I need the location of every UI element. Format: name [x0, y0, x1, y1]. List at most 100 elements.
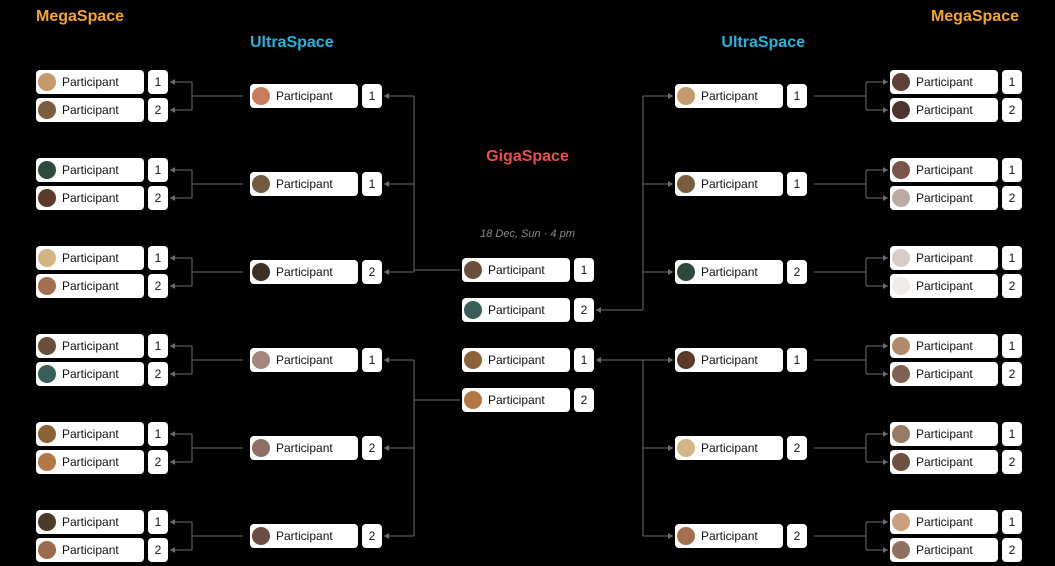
participant[interactable]: Participant2 [250, 436, 382, 460]
participant[interactable]: Participant2 [250, 524, 382, 548]
participant-name: Participant [701, 353, 758, 367]
participant-name: Participant [276, 265, 333, 279]
participant-name: Participant [916, 455, 973, 469]
tournament-bracket: MegaSpace MegaSpace UltraSpace UltraSpac… [0, 0, 1055, 566]
participant-chip: Participant [250, 84, 358, 108]
participant[interactable]: Participant 2 [36, 98, 168, 122]
participant-chip: Participant [462, 258, 570, 282]
avatar [464, 391, 482, 409]
participant[interactable]: Participant1 [675, 348, 807, 372]
avatar [38, 249, 56, 267]
participant[interactable]: Participant1 [890, 510, 1022, 534]
avatar [892, 73, 910, 91]
participant-score: 2 [787, 524, 807, 548]
participant-name: Participant [62, 191, 119, 205]
participant-score: 2 [1002, 450, 1022, 474]
participant-chip: Participant [36, 334, 144, 358]
participant[interactable]: Participant2 [250, 260, 382, 284]
participant-chip: Participant [36, 70, 144, 94]
participant-chip: Participant [36, 246, 144, 270]
avatar [892, 101, 910, 119]
avatar [252, 527, 270, 545]
participant[interactable]: Participant2 [890, 538, 1022, 562]
participant-chip: Participant [36, 98, 144, 122]
participant-chip: Participant [36, 538, 144, 562]
participant[interactable]: Participant2 [36, 362, 168, 386]
participant[interactable]: Participant2 [890, 274, 1022, 298]
participant[interactable]: Participant1 [36, 70, 168, 94]
avatar [464, 351, 482, 369]
avatar [892, 189, 910, 207]
participant-name: Participant [916, 103, 973, 117]
participant[interactable]: Participant1 [250, 84, 382, 108]
avatar [892, 161, 910, 179]
avatar [677, 439, 695, 457]
participant-score: 1 [1002, 70, 1022, 94]
participant-chip: Participant [675, 84, 783, 108]
participant[interactable]: Participant1 [890, 334, 1022, 358]
participant-chip: Participant [36, 274, 144, 298]
participant-chip: Participant [36, 510, 144, 534]
avatar [252, 439, 270, 457]
participant[interactable]: Participant1 [890, 422, 1022, 446]
participant[interactable]: Participant1 [890, 246, 1022, 270]
participant[interactable]: Participant1 [36, 334, 168, 358]
participant-score: 1 [148, 70, 168, 94]
participant-chip: Participant [250, 524, 358, 548]
participant[interactable]: Participant1 [890, 70, 1022, 94]
participant-score: 1 [362, 348, 382, 372]
participant[interactable]: Participant1 [36, 158, 168, 182]
avatar [38, 337, 56, 355]
participant[interactable]: Participant2 [890, 362, 1022, 386]
participant-score: 2 [574, 298, 594, 322]
participant[interactable]: Participant2 [675, 524, 807, 548]
participant[interactable]: Participant1 [250, 172, 382, 196]
participant[interactable]: Participant 2 [462, 298, 594, 322]
participant[interactable]: Participant1 [462, 348, 594, 372]
participant[interactable]: Participant1 [675, 172, 807, 196]
participant-chip: Participant [675, 524, 783, 548]
participant[interactable]: Participant1 [675, 84, 807, 108]
participant[interactable]: Participant1 [890, 158, 1022, 182]
participant-name: Participant [916, 191, 973, 205]
participant-score: 2 [148, 98, 168, 122]
participant-chip: Participant [890, 274, 998, 298]
participant[interactable]: Participant2 [890, 186, 1022, 210]
participant-score: 2 [148, 362, 168, 386]
participant[interactable]: Participant2 [36, 274, 168, 298]
avatar [677, 175, 695, 193]
avatar [38, 425, 56, 443]
participant[interactable]: Participant2 [675, 436, 807, 460]
participant-chip: Participant [890, 158, 998, 182]
participant[interactable]: Participant2 [36, 450, 168, 474]
participant-name: Participant [62, 543, 119, 557]
participant[interactable]: Participant1 [36, 510, 168, 534]
participant[interactable]: Participant1 [36, 246, 168, 270]
participant-score: 1 [1002, 246, 1022, 270]
participant-name: Participant [701, 265, 758, 279]
participant-score: 2 [148, 186, 168, 210]
participant[interactable]: Participant2 [462, 388, 594, 412]
avatar [38, 365, 56, 383]
avatar [252, 175, 270, 193]
participant[interactable]: Participant 2 [890, 450, 1022, 474]
participant-score: 2 [148, 538, 168, 562]
avatar [252, 263, 270, 281]
avatar [677, 263, 695, 281]
participant-name: Participant [488, 303, 545, 317]
participant[interactable]: Participant1 [462, 258, 594, 282]
participant-name: Participant [62, 515, 119, 529]
participant-chip: Participant [890, 246, 998, 270]
participant[interactable]: Participant 2 [36, 538, 168, 562]
participant[interactable]: Participant 2 [36, 186, 168, 210]
avatar [38, 161, 56, 179]
participant[interactable]: Participant2 [890, 98, 1022, 122]
participant[interactable]: Participant1 [250, 348, 382, 372]
participant[interactable]: Participant1 [36, 422, 168, 446]
avatar [892, 541, 910, 559]
participant[interactable]: Participant2 [675, 260, 807, 284]
participant-chip: Participant [250, 436, 358, 460]
avatar [892, 453, 910, 471]
participant-score: 2 [1002, 274, 1022, 298]
participant-name: Participant [62, 103, 119, 117]
